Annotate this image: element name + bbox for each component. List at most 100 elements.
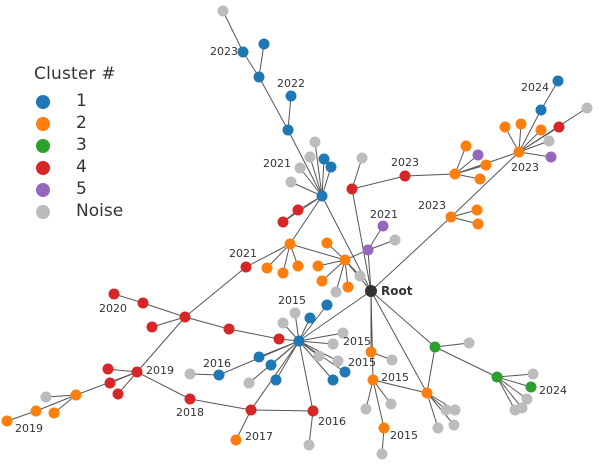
- node-cluster-4[interactable]: [108, 288, 120, 300]
- node-noise[interactable]: [527, 368, 539, 380]
- node-cluster-2[interactable]: [449, 168, 461, 180]
- node-cluster-2[interactable]: [230, 434, 242, 446]
- node-cluster-2[interactable]: [535, 124, 547, 136]
- node-noise[interactable]: [389, 234, 401, 246]
- node-noise[interactable]: [354, 270, 366, 282]
- node-noise[interactable]: [184, 368, 196, 380]
- node-cluster-2[interactable]: [284, 238, 296, 250]
- node-noise[interactable]: [448, 419, 460, 431]
- node-cluster-1[interactable]: [321, 299, 333, 311]
- node-cluster-2[interactable]: [480, 159, 492, 171]
- node-cluster-2[interactable]: [292, 260, 304, 272]
- node-cluster-1[interactable]: [258, 38, 270, 50]
- node-cluster-3[interactable]: [491, 371, 503, 383]
- node-noise[interactable]: [294, 162, 306, 174]
- node-cluster-1[interactable]: [265, 359, 277, 371]
- node-noise[interactable]: [543, 135, 555, 147]
- node-cluster-1[interactable]: [552, 75, 564, 87]
- node-noise[interactable]: [463, 337, 475, 349]
- node-noise[interactable]: [337, 327, 349, 339]
- node-noise[interactable]: [330, 286, 342, 298]
- node-cluster-4[interactable]: [399, 170, 411, 182]
- node-cluster-2[interactable]: [316, 275, 328, 287]
- node-noise[interactable]: [509, 404, 521, 416]
- node-noise[interactable]: [432, 422, 444, 434]
- node-noise[interactable]: [440, 404, 452, 416]
- node-cluster-1[interactable]: [213, 369, 225, 381]
- node-cluster-2[interactable]: [474, 173, 486, 185]
- node-cluster-2[interactable]: [261, 262, 273, 274]
- node-cluster-1[interactable]: [325, 161, 337, 173]
- node-cluster-2[interactable]: [499, 121, 511, 133]
- node-noise[interactable]: [581, 102, 593, 114]
- node-cluster-4[interactable]: [307, 405, 319, 417]
- node-noise[interactable]: [327, 338, 339, 350]
- node-cluster-2[interactable]: [365, 346, 377, 358]
- node-cluster-4[interactable]: [245, 404, 257, 416]
- node-cluster-4[interactable]: [346, 183, 358, 195]
- node-cluster-4[interactable]: [240, 261, 252, 273]
- node-cluster-2[interactable]: [367, 374, 379, 386]
- node-noise[interactable]: [332, 355, 344, 367]
- node-cluster-1[interactable]: [318, 153, 330, 165]
- node-cluster-4[interactable]: [273, 333, 285, 345]
- node-noise[interactable]: [304, 151, 316, 163]
- node-cluster-5[interactable]: [472, 149, 484, 161]
- node-cluster-1[interactable]: [285, 90, 297, 102]
- node-cluster-2[interactable]: [515, 118, 527, 130]
- node-cluster-4[interactable]: [112, 388, 124, 400]
- node-noise[interactable]: [303, 439, 315, 451]
- node-cluster-2[interactable]: [277, 267, 289, 279]
- node-cluster-3[interactable]: [525, 381, 537, 393]
- node-noise[interactable]: [360, 403, 372, 415]
- node-cluster-2[interactable]: [460, 140, 472, 152]
- node-cluster-3[interactable]: [429, 341, 441, 353]
- node-cluster-2[interactable]: [445, 211, 457, 223]
- node-cluster-4[interactable]: [184, 393, 196, 405]
- node-cluster-1[interactable]: [293, 335, 305, 347]
- node-noise[interactable]: [285, 176, 297, 188]
- node-noise[interactable]: [386, 354, 398, 366]
- node-cluster-5[interactable]: [545, 151, 557, 163]
- node-cluster-2[interactable]: [472, 218, 484, 230]
- root-node[interactable]: [365, 285, 377, 297]
- node-cluster-4[interactable]: [277, 216, 289, 228]
- node-noise[interactable]: [243, 377, 255, 389]
- node-cluster-2[interactable]: [48, 407, 60, 419]
- node-noise[interactable]: [449, 404, 461, 416]
- node-cluster-2[interactable]: [421, 387, 433, 399]
- node-cluster-2[interactable]: [471, 204, 483, 216]
- node-cluster-4[interactable]: [223, 323, 235, 335]
- node-noise[interactable]: [277, 317, 289, 329]
- node-cluster-2[interactable]: [339, 254, 351, 266]
- node-cluster-4[interactable]: [146, 321, 158, 333]
- node-noise[interactable]: [385, 398, 397, 410]
- node-cluster-2[interactable]: [378, 422, 390, 434]
- node-noise[interactable]: [289, 307, 301, 319]
- node-cluster-5[interactable]: [377, 220, 389, 232]
- node-noise[interactable]: [356, 152, 368, 164]
- node-cluster-1[interactable]: [237, 46, 249, 58]
- node-cluster-1[interactable]: [316, 190, 328, 202]
- node-cluster-4[interactable]: [131, 366, 143, 378]
- node-cluster-1[interactable]: [253, 71, 265, 83]
- node-noise[interactable]: [40, 391, 52, 403]
- node-cluster-1[interactable]: [253, 351, 265, 363]
- node-cluster-2[interactable]: [70, 389, 82, 401]
- node-cluster-5[interactable]: [362, 244, 374, 256]
- node-cluster-1[interactable]: [339, 366, 351, 378]
- node-cluster-2[interactable]: [1, 415, 13, 427]
- node-noise[interactable]: [217, 5, 229, 17]
- node-cluster-2[interactable]: [342, 281, 354, 293]
- node-noise[interactable]: [376, 448, 388, 460]
- node-cluster-4[interactable]: [292, 204, 304, 216]
- node-cluster-2[interactable]: [30, 405, 42, 417]
- node-cluster-2[interactable]: [312, 260, 324, 272]
- node-cluster-2[interactable]: [513, 146, 525, 158]
- node-cluster-4[interactable]: [104, 377, 116, 389]
- node-cluster-1[interactable]: [282, 124, 294, 136]
- node-cluster-1[interactable]: [327, 374, 339, 386]
- node-cluster-4[interactable]: [179, 311, 191, 323]
- node-cluster-1[interactable]: [304, 312, 316, 324]
- node-cluster-1[interactable]: [270, 374, 282, 386]
